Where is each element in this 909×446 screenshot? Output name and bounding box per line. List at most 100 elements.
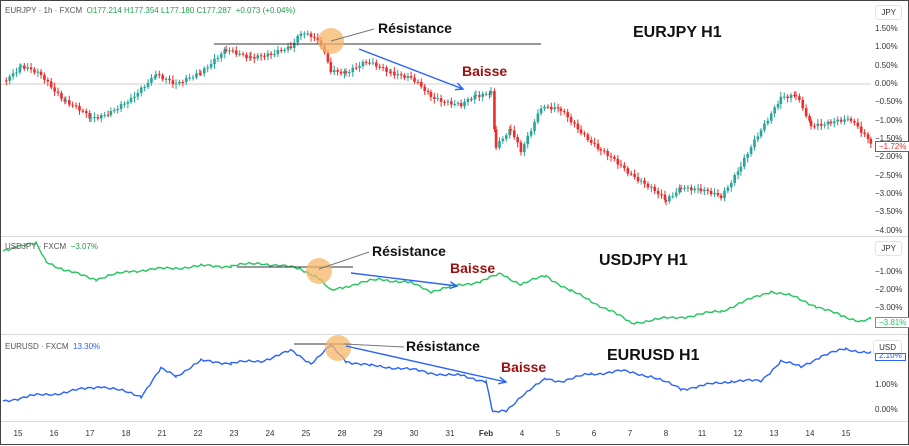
candle <box>759 130 763 137</box>
currency-button[interactable]: JPY <box>875 241 902 256</box>
candle <box>46 79 50 82</box>
candle <box>396 74 400 76</box>
candle <box>481 93 485 97</box>
price-tick: −2.00% <box>875 285 903 294</box>
last-price-tag: −1.72% <box>875 141 909 152</box>
candle <box>512 130 516 138</box>
candle <box>168 78 171 81</box>
resistance-label: Résistance <box>372 243 446 259</box>
candle <box>573 122 576 124</box>
candle <box>216 57 220 59</box>
candle <box>18 66 22 73</box>
candle <box>371 62 375 64</box>
candle <box>241 53 245 55</box>
candle <box>36 71 40 73</box>
candle <box>364 61 368 63</box>
currency-button[interactable]: JPY <box>875 5 902 20</box>
time-tick: 7 <box>627 429 633 438</box>
candle <box>839 119 843 122</box>
candle <box>209 64 213 68</box>
candle <box>463 101 466 107</box>
resistance-highlight <box>306 258 332 284</box>
time-tick: 24 <box>265 429 275 438</box>
candle <box>96 117 100 119</box>
candle <box>660 194 663 196</box>
candle <box>823 124 826 126</box>
downtrend-arrow <box>350 272 458 287</box>
candle <box>154 74 158 78</box>
candle <box>742 157 746 167</box>
candle <box>819 123 823 126</box>
candle <box>123 103 126 105</box>
candle <box>78 105 81 111</box>
candle <box>245 54 248 59</box>
candle <box>769 113 773 121</box>
baisse-label: Baisse <box>462 63 508 79</box>
candle <box>686 187 690 189</box>
candle <box>804 108 808 117</box>
arrow-head <box>454 82 465 91</box>
candle <box>15 72 18 74</box>
candle <box>53 87 56 92</box>
last-price-tag: −3.81% <box>875 317 909 328</box>
candle <box>228 50 231 52</box>
candle <box>433 96 436 99</box>
candle <box>259 55 263 57</box>
candle <box>636 177 640 182</box>
time-tick: 8 <box>663 429 669 438</box>
candle <box>450 101 453 105</box>
annotation-pointer <box>343 343 405 348</box>
candle <box>713 192 716 195</box>
candle <box>801 100 805 109</box>
candle <box>303 33 306 35</box>
candle <box>779 96 783 105</box>
price-tick: −1.00% <box>875 115 903 125</box>
downtrend-arrow <box>358 48 464 90</box>
candle <box>556 107 560 109</box>
candle <box>494 129 498 148</box>
time-tick: 5 <box>555 429 561 438</box>
time-tick: 6 <box>591 429 597 438</box>
price-tick: 0.50% <box>875 60 898 70</box>
candle <box>361 61 365 67</box>
candle <box>84 111 88 114</box>
candle <box>439 98 443 102</box>
candle <box>696 188 700 190</box>
eurusd-line <box>2 344 872 413</box>
candle <box>729 182 733 188</box>
price-tick: 1.50% <box>875 23 898 33</box>
price-tick: −3.00% <box>875 189 903 199</box>
candle <box>679 187 683 189</box>
candle <box>109 111 113 116</box>
time-tick: 16 <box>49 429 59 438</box>
candle <box>199 73 203 75</box>
candle <box>546 106 550 108</box>
candle <box>613 157 616 159</box>
candle <box>348 72 351 74</box>
candle <box>836 119 839 122</box>
candle <box>674 192 678 197</box>
candle <box>629 173 633 175</box>
pane-divider[interactable] <box>1 236 908 237</box>
time-tick: 28 <box>337 429 347 438</box>
candle <box>753 139 756 148</box>
price-tick: −3.00% <box>875 303 903 312</box>
candle <box>316 37 320 41</box>
candle <box>478 95 481 97</box>
ohlc-values: O177.214 H177.354 L177.180 C177.287 <box>86 6 232 15</box>
candle <box>746 153 749 158</box>
price-tick: 0.00% <box>875 79 898 88</box>
price-tick: 0.00% <box>875 405 898 414</box>
candle <box>596 143 600 150</box>
candle <box>385 67 388 72</box>
candle <box>733 174 736 183</box>
symbol-label: EURJPY · 1h · FXCM <box>5 6 83 15</box>
candle <box>498 140 501 148</box>
symbol-label: EURUSD · FXCM <box>5 342 69 351</box>
candle <box>263 55 266 57</box>
candle <box>533 121 536 132</box>
pane-divider[interactable] <box>1 334 908 335</box>
candle <box>616 158 620 165</box>
